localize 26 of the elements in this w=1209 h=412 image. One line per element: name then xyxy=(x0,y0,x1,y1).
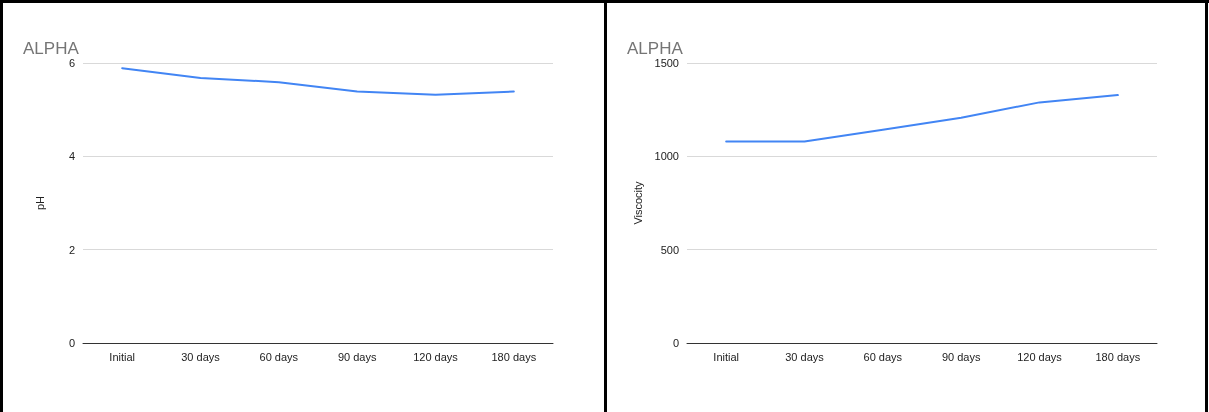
x-tick-label: Initial xyxy=(713,350,740,363)
y-tick-label: 1500 xyxy=(654,57,679,69)
y-tick-label: 0 xyxy=(68,337,75,349)
chart-title: ALPHA xyxy=(23,39,80,58)
x-tick-label: 30 days xyxy=(785,350,825,363)
y-tick-label: 0 xyxy=(672,337,679,349)
y-tick-label: 1000 xyxy=(654,150,679,163)
x-tick-label: 30 days xyxy=(181,350,221,363)
x-tick-label: 120 days xyxy=(413,350,459,363)
y-axis-title: pH xyxy=(33,195,46,211)
x-tick-label: Initial xyxy=(109,350,136,363)
x-tick-label: 90 days xyxy=(337,350,377,363)
x-tick-label: 60 days xyxy=(863,350,903,363)
line-series xyxy=(725,94,1119,143)
y-tick-label: 500 xyxy=(660,243,679,256)
x-tick-label: 180 days xyxy=(1095,350,1141,363)
x-tick-label: 180 days xyxy=(491,350,537,363)
y-tick-label: 4 xyxy=(68,150,75,163)
y-tick-label: 2 xyxy=(68,243,75,256)
x-tick-label: 90 days xyxy=(941,350,981,363)
y-tick-label: 6 xyxy=(68,57,75,69)
x-tick-label: 60 days xyxy=(259,350,299,363)
line-series xyxy=(121,67,515,96)
y-axis-title: Viscocity xyxy=(632,180,645,225)
chart-title: ALPHA xyxy=(627,39,684,58)
x-tick-label: 120 days xyxy=(1017,350,1063,363)
